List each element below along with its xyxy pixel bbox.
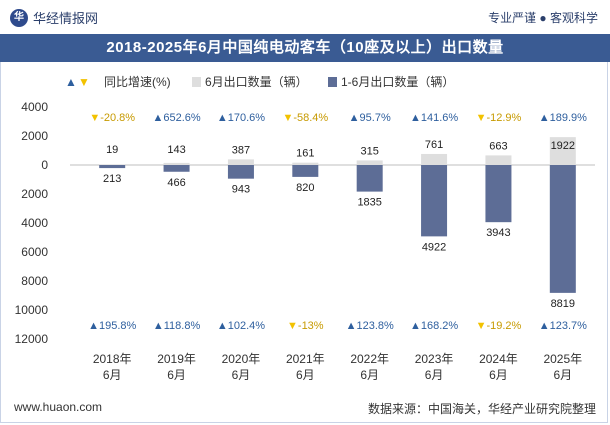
- x-tick-label-year: 2018年: [93, 352, 132, 366]
- brand[interactable]: 华 华经情报网: [10, 8, 98, 27]
- cumulative-growth-label: ▲123.8%: [346, 320, 394, 332]
- x-tick-label-month: 6月: [425, 368, 444, 382]
- x-tick-label-month: 6月: [553, 368, 572, 382]
- cumulative-value-label: 1835: [357, 197, 381, 209]
- y-tick-label: 2000: [21, 129, 48, 143]
- data-labels: 19 213 ▼-20.8% ▲195.8% 143 466 ▲652.6% ▲118.8% 3…: [88, 112, 587, 332]
- monthly-bar: [227, 159, 254, 165]
- cumulative-growth-label: ▲118.8%: [153, 320, 201, 332]
- monthly-value-label: 161: [296, 148, 314, 160]
- data-source: 数据来源：中国海关，华经产业研究院整理: [367, 402, 596, 416]
- cumulative-growth-label: ▲102.4%: [217, 320, 265, 332]
- monthly-bar: [421, 153, 448, 165]
- monthly-growth-label: ▼-58.4%: [282, 112, 328, 124]
- cumulative-value-label: 8819: [551, 298, 575, 310]
- monthly-bar: [485, 155, 512, 165]
- cumulative-value-label: 4922: [422, 241, 446, 253]
- x-tick-label-month: 6月: [360, 368, 379, 382]
- monthly-value-label: 663: [489, 140, 507, 152]
- monthly-growth-label: ▲141.6%: [410, 112, 458, 124]
- legend: ▲ ▼ 同比增速(%) 6月出口数量（辆） 1-6月出口数量（辆）: [65, 74, 454, 89]
- monthly-value-label: 761: [425, 139, 443, 151]
- x-tick-label-year: 2021年: [286, 352, 325, 366]
- monthly-bar: [163, 162, 190, 165]
- cumulative-value-label: 943: [232, 184, 250, 196]
- monthly-growth-label: ▼-20.8%: [89, 112, 135, 124]
- y-tick-label: 12000: [15, 332, 49, 346]
- monthly-growth-label: ▲170.6%: [217, 112, 265, 124]
- cumulative-growth-label: ▲168.2%: [410, 320, 458, 332]
- monthly-value-label: 315: [361, 145, 379, 157]
- x-tick-label-year: 2023年: [415, 352, 454, 366]
- y-tick-label: 4000: [21, 216, 48, 230]
- monthly-bar: [292, 162, 319, 165]
- cumulative-bar: [292, 165, 319, 177]
- monthly-value-label: 1922: [551, 140, 575, 152]
- monthly-value-label: 387: [232, 144, 250, 156]
- cumulative-growth-label: ▼-19.2%: [476, 320, 522, 332]
- brand-name: 华经情报网: [33, 11, 99, 26]
- monthly-growth-label: ▲652.6%: [152, 112, 200, 124]
- monthly-growth-label: ▼-12.9%: [476, 112, 522, 124]
- cumulative-bar: [227, 165, 254, 179]
- legend-up-icon: ▲: [65, 75, 77, 89]
- cumulative-bar: [549, 165, 576, 293]
- cumulative-bar: [356, 165, 383, 192]
- x-tick-label-year: 2022年: [350, 352, 389, 366]
- x-tick-label-year: 2019年: [157, 352, 196, 366]
- y-tick-label: 8000: [21, 274, 48, 288]
- cumulative-bar: [99, 165, 126, 169]
- y-tick-label: 0: [41, 158, 48, 172]
- monthly-growth-label: ▲95.7%: [349, 112, 391, 124]
- cumulative-value-label: 466: [167, 177, 185, 189]
- cumulative-growth-label: ▲123.7%: [539, 320, 587, 332]
- legend-down-icon: ▼: [78, 75, 90, 89]
- tagline: 专业严谨 ● 客观科学: [488, 11, 598, 25]
- cumulative-bar: [485, 165, 512, 223]
- cumulative-value-label: 820: [296, 182, 314, 194]
- y-tick-label: 2000: [21, 187, 48, 201]
- x-axis: 2018年 6月 2019年 6月 2020年 6月 2021年 6月 2022年 6月 2023年…: [93, 352, 582, 382]
- huajing-logo-icon: 华: [10, 8, 28, 27]
- legend-cumulative-label: 1-6月出口数量（辆）: [341, 74, 454, 89]
- monthly-value-label: 19: [106, 144, 118, 156]
- monthly-value-label: 143: [167, 144, 185, 156]
- title-bar: 2018-2025年6月中国纯电动客车（10座及以上）出口数量: [0, 34, 610, 62]
- legend-monthly-swatch: [192, 77, 201, 87]
- y-tick-label: 10000: [15, 303, 49, 317]
- x-tick-label-month: 6月: [489, 368, 508, 382]
- y-tick-label: 6000: [21, 245, 48, 259]
- x-tick-label-month: 6月: [296, 368, 315, 382]
- footer: www.huaon.com 数据来源：中国海关，华经产业研究院整理: [0, 396, 610, 420]
- cumulative-value-label: 213: [103, 173, 121, 185]
- monthly-bar: [356, 160, 383, 165]
- legend-monthly-label: 6月出口数量（辆）: [205, 74, 308, 89]
- x-tick-label-year: 2020年: [222, 352, 261, 366]
- x-tick-label-year: 2024年: [479, 352, 518, 366]
- cumulative-bar: [163, 165, 190, 172]
- x-tick-label-month: 6月: [167, 368, 186, 382]
- chart-title: 2018-2025年6月中国纯电动客车（10座及以上）出口数量: [106, 39, 504, 56]
- cumulative-growth-label: ▲195.8%: [88, 320, 136, 332]
- y-tick-label: 4000: [21, 100, 48, 114]
- monthly-growth-label: ▲189.9%: [539, 112, 587, 124]
- bars: [99, 137, 576, 293]
- y-axis: 4000 2000 0 2000 4000 6000 8000 10000 12000: [15, 100, 595, 346]
- legend-cumulative-swatch: [328, 77, 337, 87]
- x-tick-label-year: 2025年: [543, 352, 582, 366]
- top-bar: 华 华经情报网 专业严谨 ● 客观科学: [0, 0, 610, 34]
- cumulative-growth-label: ▼-13%: [287, 320, 324, 332]
- monthly-bar: [549, 137, 576, 165]
- x-tick-label-month: 6月: [232, 368, 251, 382]
- chart: ▲ ▼ 同比增速(%) 6月出口数量（辆） 1-6月出口数量（辆） 4000 2000 0 2…: [15, 74, 595, 382]
- cumulative-value-label: 3943: [486, 227, 510, 239]
- x-tick-label-month: 6月: [103, 368, 122, 382]
- site-url[interactable]: www.huaon.com: [14, 400, 103, 414]
- legend-growth-label: 同比增速(%): [104, 75, 171, 89]
- cumulative-bar: [421, 165, 448, 237]
